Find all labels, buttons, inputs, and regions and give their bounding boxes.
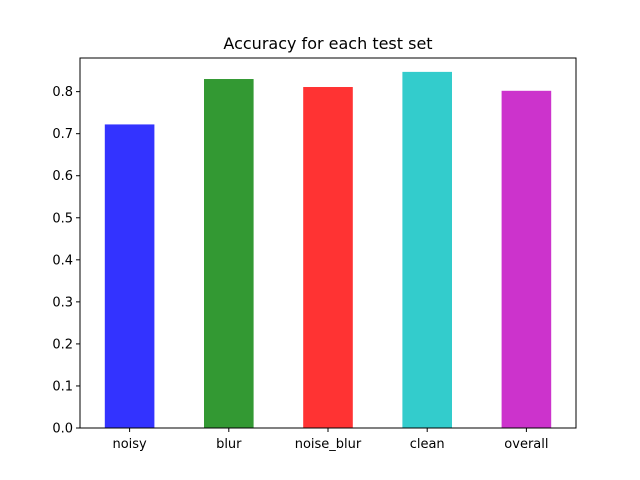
x-tick-label: noise_blur [295,437,362,452]
bar-blur [204,79,254,429]
y-tick-label: 0.2 [52,337,73,352]
x-tick-label: blur [216,437,242,452]
y-tick-label: 0.1 [52,379,73,394]
x-tick-label: noisy [112,437,147,452]
bars-layer [104,71,552,429]
x-axis: noisy blur noise_blur clean overall [112,428,548,452]
y-tick-label: 0.3 [52,295,73,310]
y-tick-label: 0.8 [52,85,73,100]
bar-overall [501,90,552,429]
y-tick-label: 0.7 [52,127,73,142]
bar-noisy [104,124,155,429]
x-tick-label: overall [504,437,548,452]
plot-frame [79,57,577,429]
y-tick-label: 0.6 [52,169,73,184]
y-tick-label: 0.4 [52,253,73,268]
bar-noise-blur [303,87,353,428]
y-tick-label: 0.5 [52,211,73,226]
x-tick-label: clean [410,437,445,452]
y-axis: 0.0 0.1 0.2 0.3 0.4 0.5 0.6 0.7 0.8 [52,85,80,437]
y-tick-label: 0.0 [52,422,73,437]
bar-clean [402,71,452,429]
chart-title: Accuracy for each test set [223,34,432,53]
